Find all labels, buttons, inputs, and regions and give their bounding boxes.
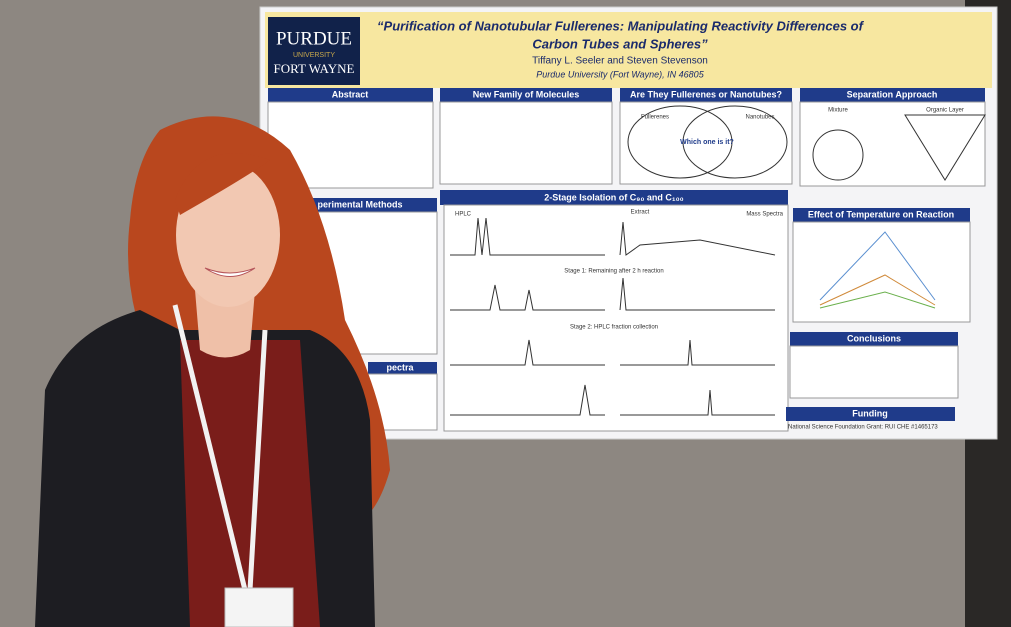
logo-text: UNIVERSITY — [293, 52, 335, 59]
section-header — [440, 88, 612, 102]
section-title: perimental Methods — [317, 199, 402, 209]
section-header — [368, 362, 437, 374]
logo-text: PURDUE — [276, 28, 352, 49]
plot-line — [819, 291, 936, 309]
spectrum-trace — [450, 277, 775, 311]
section-header — [786, 407, 955, 421]
section-header — [790, 332, 958, 346]
panel — [443, 204, 789, 432]
poster-title: Carbon Tubes and Spheres” — [532, 36, 708, 51]
logo-text: FORT WAYNE — [274, 61, 355, 76]
panel — [792, 221, 971, 323]
poster-header — [265, 12, 992, 88]
section-row: Abstract New Family of Molecules Are The… — [267, 88, 986, 189]
section-header — [268, 88, 433, 102]
venn-label: Nanotubes — [745, 115, 774, 121]
poster-title: “Purification of Nanotubular Fullerenes:… — [377, 18, 865, 33]
affiliation: Purdue University (Fort Wayne), IN 46805 — [536, 69, 704, 79]
section-title: Abstract — [332, 89, 369, 99]
name-badge — [224, 587, 294, 627]
spectrum-trace — [450, 384, 775, 416]
section-title: pectra — [386, 362, 414, 372]
shirt — [180, 340, 320, 627]
venn-label: Which one is it? — [680, 139, 734, 146]
panel-label: Stage 1: Remaining after 2 h reaction — [564, 269, 663, 275]
panel — [439, 101, 613, 185]
section-title: New Family of Molecules — [473, 89, 580, 99]
panel — [789, 345, 959, 399]
section-header — [800, 88, 985, 102]
section-title: Separation Approach — [847, 89, 938, 99]
section-title: Funding — [852, 408, 888, 418]
panel-label: Mixture — [828, 108, 848, 114]
panel-label: Mass Spectra — [746, 212, 783, 218]
panel-label: HPLC — [455, 212, 472, 218]
section-title: Effect of Temperature on Reaction — [808, 209, 954, 219]
section-header — [440, 190, 788, 205]
section-header — [793, 208, 970, 222]
panel-label: Stage 2: HPLC fraction collection — [570, 325, 658, 331]
lanyard — [172, 304, 268, 591]
venn-label: Fullerenes — [641, 115, 669, 121]
venn-circle — [627, 105, 733, 179]
section-header — [620, 88, 792, 102]
venn-circle — [682, 105, 788, 179]
funding-text: National Science Foundation Grant: RUI C… — [788, 425, 938, 431]
hair-fringe — [175, 153, 270, 215]
plot-line — [819, 231, 936, 301]
plot-line — [819, 274, 936, 306]
section-title: Conclusions — [847, 333, 901, 343]
neck — [195, 290, 255, 358]
funnel — [904, 114, 986, 181]
panel-label: Organic Layer — [926, 108, 964, 114]
authors: Tiffany L. Seeler and Steven Stevenson — [532, 56, 708, 67]
section-title: Are They Fullerenes or Nanotubes? — [630, 89, 782, 99]
flask — [812, 129, 864, 181]
smile — [204, 267, 256, 277]
spectrum-trace — [450, 339, 775, 366]
panel-label: Extract — [631, 210, 650, 216]
section-title: 2-Stage Isolation of C₉₀ and C₁₀₀ — [544, 192, 683, 202]
panel — [799, 101, 986, 187]
logo-box — [268, 17, 360, 85]
spectrum-trace — [450, 217, 776, 256]
